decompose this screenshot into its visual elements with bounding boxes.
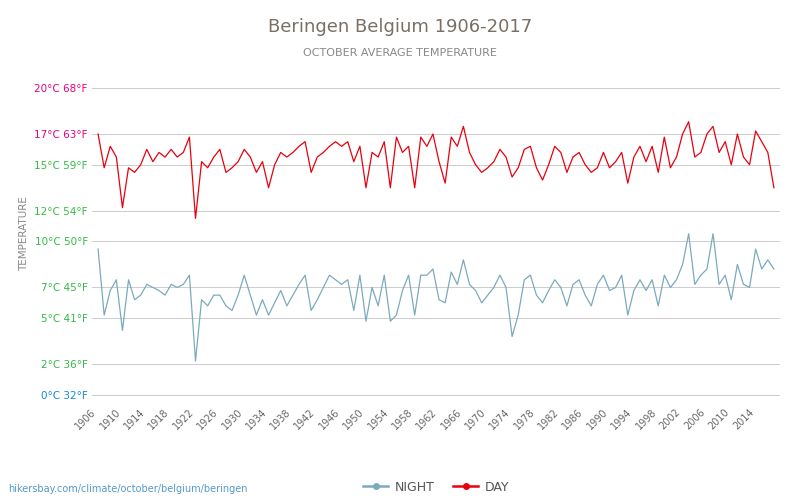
Text: OCTOBER AVERAGE TEMPERATURE: OCTOBER AVERAGE TEMPERATURE — [303, 48, 497, 58]
Text: Beringen Belgium 1906-2017: Beringen Belgium 1906-2017 — [268, 18, 532, 36]
Legend: NIGHT, DAY: NIGHT, DAY — [359, 477, 513, 498]
Text: hikersbay.com/climate/october/belgium/beringen: hikersbay.com/climate/october/belgium/be… — [8, 484, 247, 494]
Y-axis label: TEMPERATURE: TEMPERATURE — [18, 196, 29, 271]
